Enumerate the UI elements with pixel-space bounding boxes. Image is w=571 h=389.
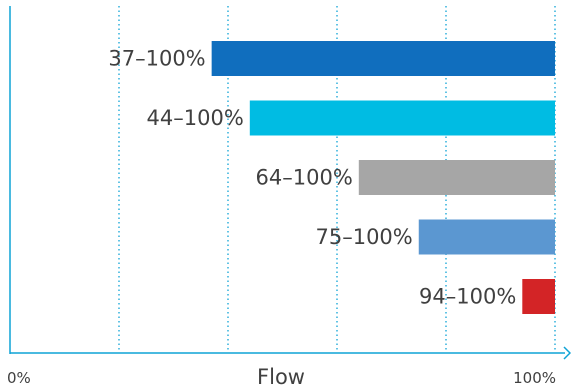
bar-label-3: 75–100% <box>315 225 412 249</box>
bar-2 <box>358 160 555 195</box>
x-axis-title: Flow <box>257 365 305 389</box>
bar-label-1: 44–100% <box>147 106 244 130</box>
bar-label-4: 94–100% <box>419 285 516 309</box>
bar-0 <box>211 41 555 76</box>
bars <box>211 41 556 314</box>
x-axis-arrow-icon <box>563 346 571 360</box>
bar-3 <box>418 219 555 255</box>
x-tick-label-max: 100% <box>513 369 556 387</box>
bar-4 <box>522 279 555 314</box>
bar-label-0: 37–100% <box>108 47 205 71</box>
bar-1 <box>249 100 556 136</box>
bar-labels: 37–100% 44–100% 64–100% 75–100% 94–100% <box>108 47 516 309</box>
x-tick-label-min: 0% <box>7 369 31 387</box>
bar-label-2: 64–100% <box>256 166 353 190</box>
